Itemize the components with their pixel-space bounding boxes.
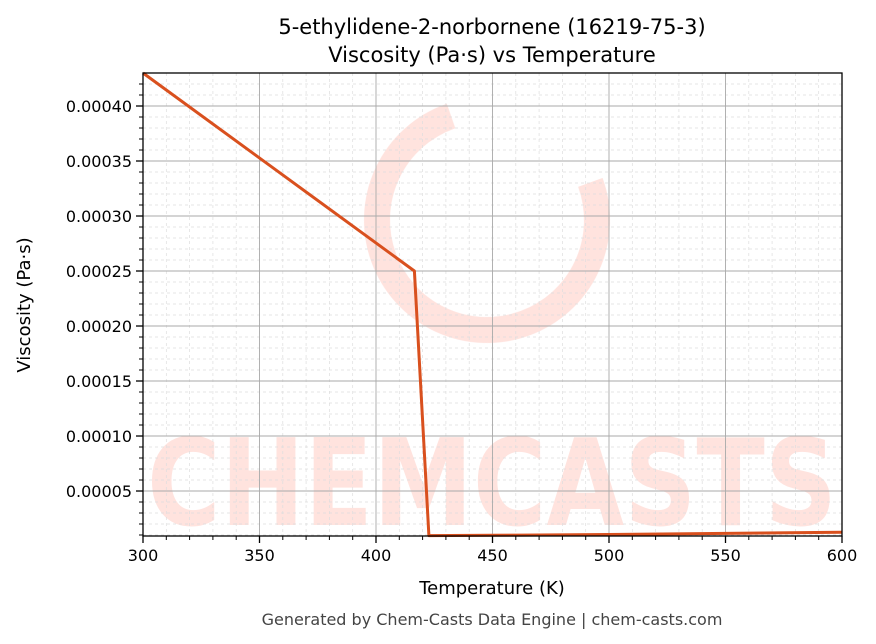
axis-ticks: 300 350 400 450 500 550 600 0.00005 0.00010 0.000… <box>66 83 858 565</box>
y-tick-label: 0.00020 <box>66 317 132 336</box>
watermark-text: CHEMCASTS <box>147 415 837 554</box>
y-tick-label: 0.00030 <box>66 207 132 226</box>
y-tick-label: 0.00005 <box>66 482 132 501</box>
grid <box>142 73 843 536</box>
chemcasts-watermark: CHEMCASTS <box>147 97 837 554</box>
viscosity-line <box>142 71 843 538</box>
y-tick-label: 0.00025 <box>66 262 132 281</box>
footer-credit: Generated by Chem-Casts Data Engine | ch… <box>262 610 723 629</box>
x-axis-label: Temperature (K) <box>418 578 565 599</box>
x-tick-label: 300 <box>128 546 159 565</box>
x-tick-label: 400 <box>361 546 392 565</box>
chart-subtitle: Viscosity (Pa·s) vs Temperature <box>328 43 656 67</box>
y-tick-label: 0.00035 <box>66 152 132 171</box>
x-tick-label: 500 <box>594 546 625 565</box>
x-tick-label: 450 <box>477 546 508 565</box>
series-layer <box>142 71 843 538</box>
x-tick-label: 550 <box>710 546 741 565</box>
y-tick-label: 0.00015 <box>66 372 132 391</box>
y-tick-label: 0.00010 <box>66 427 132 446</box>
x-tick-label: 350 <box>244 546 275 565</box>
chart-title: 5-ethylidene-2-norbornene (16219-75-3) <box>278 15 705 39</box>
y-tick-label: 0.00040 <box>66 97 132 116</box>
y-axis-label: Viscosity (Pa·s) <box>14 237 35 372</box>
x-tick-label: 600 <box>827 546 858 565</box>
